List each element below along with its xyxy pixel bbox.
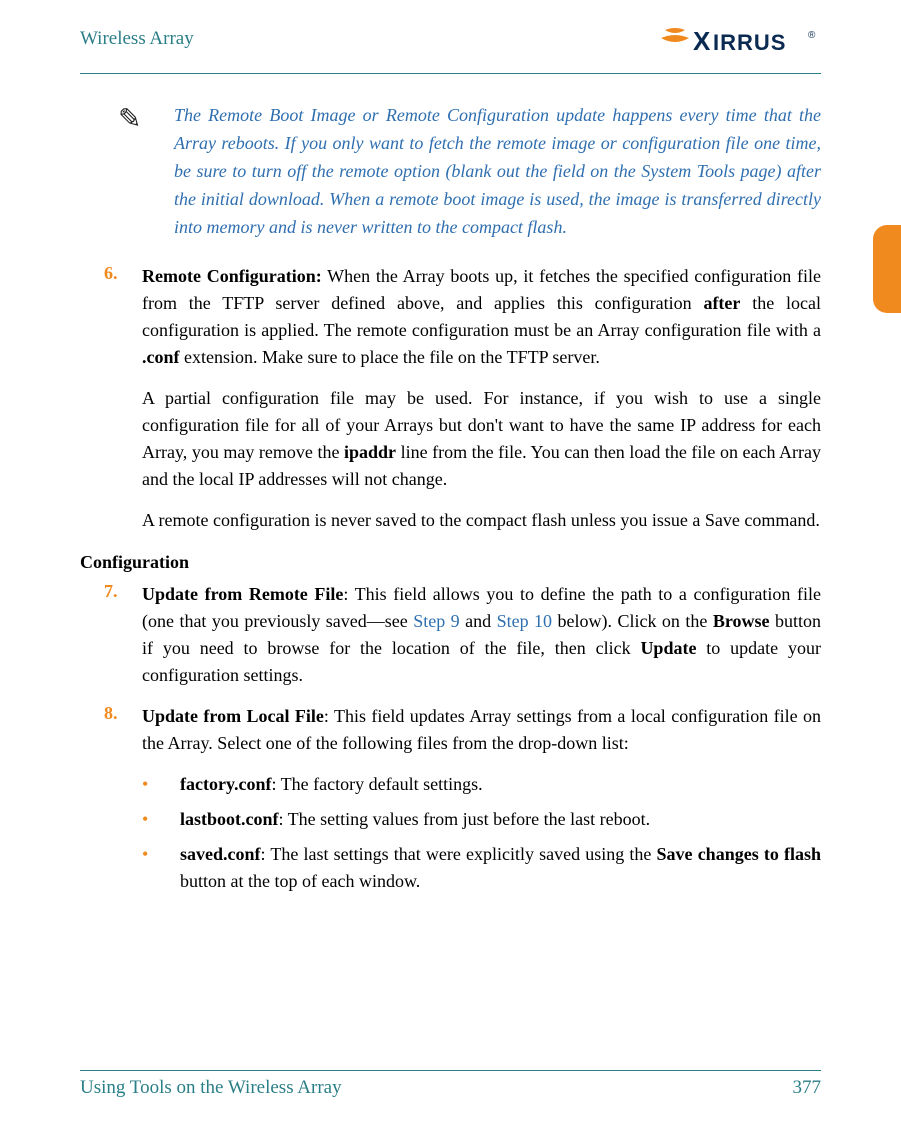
text: : The factory default settings. (271, 774, 482, 794)
list-number: 6. (80, 263, 128, 534)
footer-rule (80, 1070, 821, 1071)
bullet-dot-icon: • (142, 771, 166, 798)
text-bold: Browse (713, 611, 770, 631)
text-bold: Update (640, 638, 696, 658)
list-item: 8. Update from Local File: This field up… (80, 703, 821, 757)
item-title: Remote Configuration: (142, 266, 322, 286)
list-body: Update from Local File: This field updat… (142, 703, 821, 757)
text-bold: ipaddr (344, 442, 396, 462)
bullet-name: saved.conf (180, 844, 261, 864)
list-item: 7. Update from Remote File: This field a… (80, 581, 821, 689)
svg-text:®: ® (808, 30, 816, 41)
list-body: Update from Remote File: This field allo… (142, 581, 821, 689)
pencil-icon: ✎ (118, 102, 158, 241)
item-title: Update from Local File (142, 706, 324, 726)
svg-text:IRRUS: IRRUS (713, 30, 786, 55)
list-number: 8. (80, 703, 128, 757)
side-tab-marker (873, 225, 901, 313)
header-title: Wireless Array (80, 28, 194, 50)
svg-text:X: X (693, 26, 711, 56)
header-rule (80, 73, 821, 74)
text: and (460, 611, 497, 631)
list-number: 7. (80, 581, 128, 689)
bullet-body: lastboot.conf: The setting values from j… (180, 806, 821, 833)
list-body: Remote Configuration: When the Array boo… (142, 263, 821, 534)
text: extension. Make sure to place the file o… (180, 347, 600, 367)
note-block: ✎ The Remote Boot Image or Remote Config… (118, 102, 821, 241)
paragraph: Update from Local File: This field updat… (142, 703, 821, 757)
text: button at the top of each window. (180, 871, 420, 891)
paragraph: Update from Remote File: This field allo… (142, 581, 821, 689)
step-link[interactable]: Step 10 (497, 611, 552, 631)
item-title: Update from Remote File (142, 584, 343, 604)
bullet-name: factory.conf (180, 774, 271, 794)
bullet-dot-icon: • (142, 806, 166, 833)
list-item: 6. Remote Configuration: When the Array … (80, 263, 821, 534)
page-container: Wireless Array X IRRUS ® ✎ The Remote Bo… (0, 0, 901, 1137)
note-text: The Remote Boot Image or Remote Configur… (174, 102, 821, 241)
section-heading: Configuration (80, 552, 821, 573)
brand-logo: X IRRUS ® (661, 24, 821, 61)
footer-left: Using Tools on the Wireless Array (80, 1077, 342, 1099)
bullet-item: • factory.conf: The factory default sett… (142, 771, 821, 798)
text-bold: Save changes to flash (657, 844, 821, 864)
text-bold: .conf (142, 347, 180, 367)
text: : The setting values from just before th… (279, 809, 651, 829)
bullet-body: factory.conf: The factory default settin… (180, 771, 821, 798)
paragraph: A partial configuration file may be used… (142, 385, 821, 493)
bullet-list: • factory.conf: The factory default sett… (80, 771, 821, 895)
text-bold: after (703, 293, 740, 313)
bullet-item: • saved.conf: The last settings that wer… (142, 841, 821, 895)
page-footer: Using Tools on the Wireless Array 377 (80, 1070, 821, 1099)
text: below). Click on the (552, 611, 713, 631)
text: : The last settings that were explicitly… (261, 844, 657, 864)
step-link[interactable]: Step 9 (413, 611, 459, 631)
bullet-body: saved.conf: The last settings that were … (180, 841, 821, 895)
footer-row: Using Tools on the Wireless Array 377 (80, 1077, 821, 1099)
paragraph: A remote configuration is never saved to… (142, 507, 821, 534)
paragraph: Remote Configuration: When the Array boo… (142, 263, 821, 371)
xirrus-logo-icon: X IRRUS ® (661, 24, 821, 56)
page-header: Wireless Array X IRRUS ® (80, 28, 821, 67)
bullet-item: • lastboot.conf: The setting values from… (142, 806, 821, 833)
page-number: 377 (793, 1077, 822, 1099)
bullet-name: lastboot.conf (180, 809, 279, 829)
bullet-dot-icon: • (142, 841, 166, 895)
